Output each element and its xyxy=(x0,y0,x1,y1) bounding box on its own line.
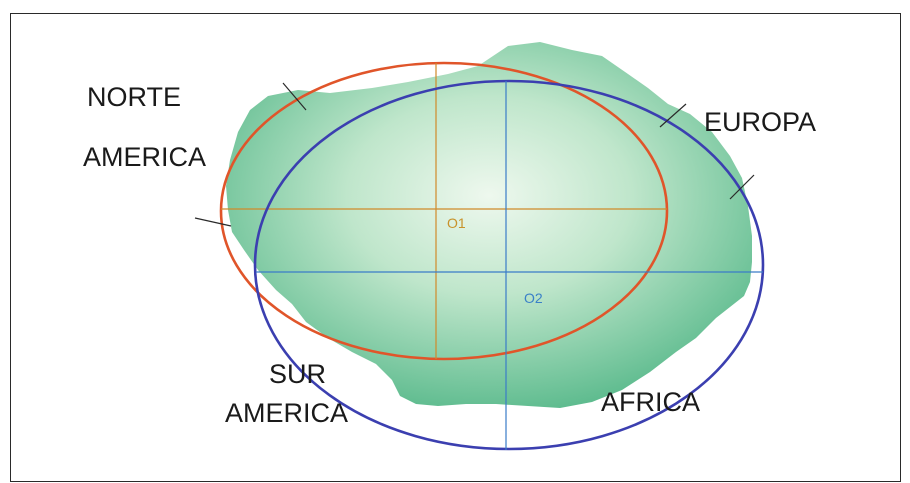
supercontinent-landmass xyxy=(226,42,752,408)
label-africa: AFRICA xyxy=(601,387,700,417)
label-south-america-line2: AMERICA xyxy=(225,398,348,428)
center-label-o1: O1 xyxy=(447,215,466,231)
tick-mark-west xyxy=(195,218,231,226)
center-label-o2: O2 xyxy=(524,290,543,306)
label-north-america-line1: NORTE xyxy=(87,82,181,112)
label-north-america-line2: AMERICA xyxy=(83,142,206,172)
label-europe: EUROPA xyxy=(704,107,816,137)
label-south-america-line1: SUR xyxy=(269,359,326,389)
